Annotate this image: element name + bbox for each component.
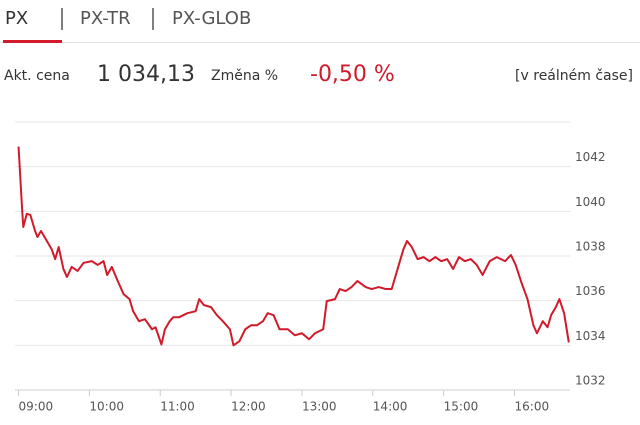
price-label: Akt. cena <box>4 68 70 84</box>
tab[interactable]: PX-TR <box>80 8 131 29</box>
tab[interactable]: PX <box>5 8 28 29</box>
x-tick-label: 12:00 <box>231 400 266 414</box>
price: 1 034,13 <box>97 62 195 87</box>
price-line <box>17 146 570 347</box>
realtime-note: [v reálném čase] <box>515 68 633 84</box>
x-tick-label: 11:00 <box>160 400 195 414</box>
change-label: Změna % <box>211 68 278 84</box>
x-tick-label: 13:00 <box>302 400 337 414</box>
tabs: PX PX-TR PX-GLOB <box>5 8 251 30</box>
y-tick-label: 1036 <box>575 284 606 298</box>
quote-row: Akt. cena 1 034,13 Změna % -0,50 % [v re… <box>4 62 633 87</box>
x-tick-label: 15:00 <box>444 400 479 414</box>
x-tick-label: 09:00 <box>19 400 54 414</box>
x-tick-label: 10:00 <box>89 400 124 414</box>
active-tab-indicator <box>3 40 62 43</box>
x-tick-label: 16:00 <box>515 400 550 414</box>
y-tick-label: 1038 <box>575 240 606 254</box>
y-tick-label: 1042 <box>575 150 606 164</box>
plot: 1032 1034 1036 1038 1040 1042 09:00 10:00 11:00 1… <box>15 121 606 414</box>
y-tick-label: 1032 <box>575 374 606 388</box>
y-tick-label: 1034 <box>575 329 606 343</box>
change: -0,50 % <box>310 62 395 87</box>
tab[interactable]: PX-GLOB <box>172 8 251 29</box>
y-tick-label: 1040 <box>575 195 606 209</box>
x-tick-label: 14:00 <box>373 400 408 414</box>
